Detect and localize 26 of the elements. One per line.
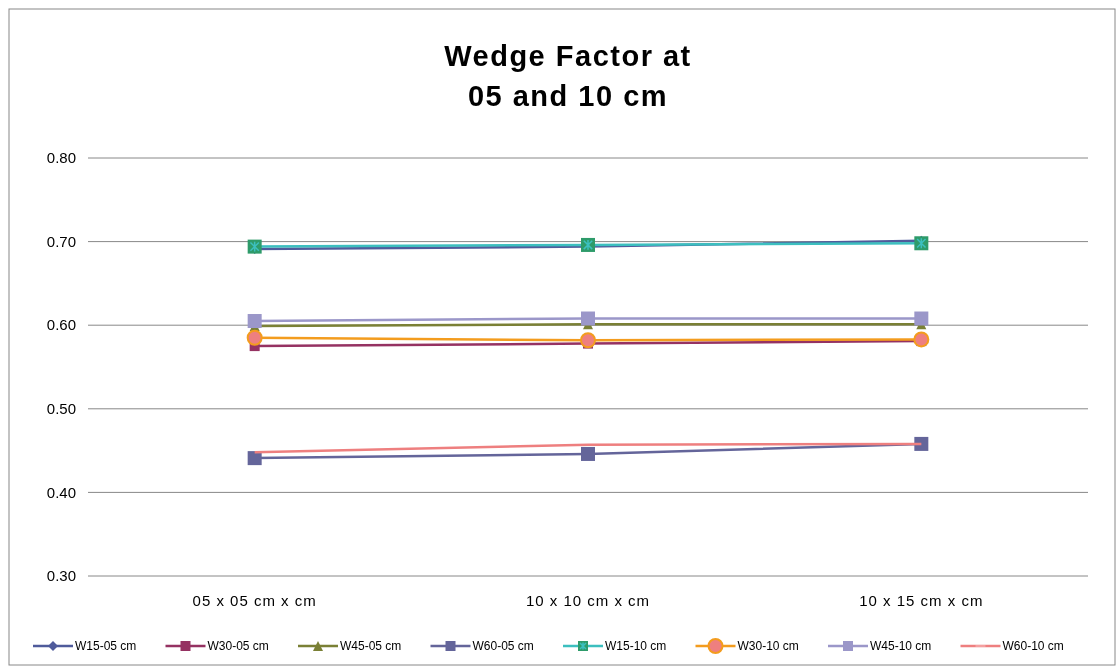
y-tick-label: 0.40: [46, 483, 76, 501]
legend-label: W60-10 cm: [1002, 639, 1064, 654]
legend-label: W15-10 cm: [605, 639, 667, 654]
point: [247, 451, 262, 466]
y-tick-label: 0.80: [46, 149, 76, 167]
point: [581, 446, 595, 461]
legend-label: W30-10 cm: [737, 639, 799, 654]
x-tick-label: 10 x 15 cm x cm: [859, 592, 984, 609]
legend-label: W15-05 cm: [75, 639, 137, 654]
point: [581, 311, 595, 326]
point: [247, 314, 262, 329]
chart-title: Wedge Factor at 05 and 10 cm: [444, 40, 692, 112]
legend-label: W60-05 cm: [472, 639, 534, 654]
y-tick-label: 0.30: [46, 567, 76, 585]
y-tick-label: 0.60: [46, 316, 76, 334]
point: [913, 331, 930, 348]
legend-label: W30-05 cm: [207, 639, 269, 654]
legend-label: W45-05 cm: [340, 639, 402, 654]
x-tick-label: 10 x 10 cm x cm: [525, 592, 651, 609]
legend-label: W45-10 cm: [870, 639, 932, 654]
point: [914, 311, 929, 326]
x-tick-label: 05 x 05 cm x cm: [192, 592, 317, 609]
point: [246, 329, 263, 346]
y-tick-label: 0.70: [46, 232, 76, 250]
point: [914, 436, 929, 451]
y-tick-label: 0.50: [46, 400, 76, 418]
